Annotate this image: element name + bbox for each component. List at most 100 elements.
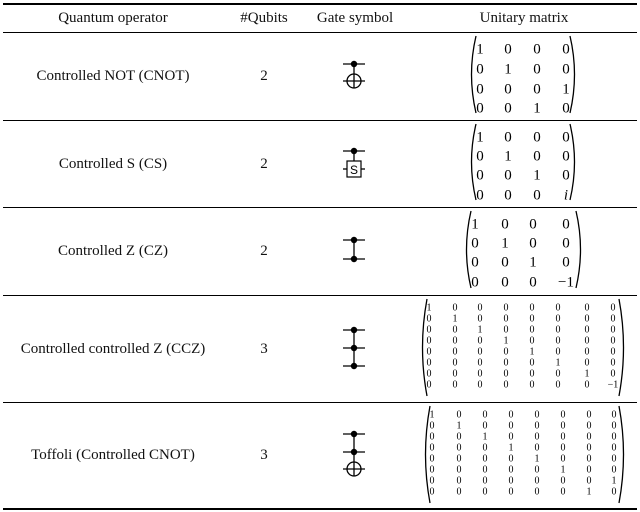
- matrix-entry: 0: [530, 325, 535, 336]
- matrix-entry: 0: [478, 314, 483, 325]
- matrix-entry: 0: [530, 314, 535, 325]
- matrix-entry: 0: [453, 358, 458, 369]
- matrix-entry: 0: [562, 61, 570, 77]
- matrix-entry: i: [564, 187, 568, 203]
- matrix-entry: 0: [587, 443, 592, 454]
- matrix-entry: 0: [535, 465, 540, 476]
- matrix-entry: 0: [535, 487, 540, 498]
- matrix-entry: 0: [478, 336, 483, 347]
- matrix-entry: 0: [476, 100, 484, 116]
- matrix-entry: 0: [430, 421, 435, 432]
- matrix-entry: 0: [587, 421, 592, 432]
- matrix-entry: 0: [430, 476, 435, 487]
- matrix-entry: 0: [587, 476, 592, 487]
- matrix-entry: 0: [483, 443, 488, 454]
- matrix-entry: 0: [430, 465, 435, 476]
- matrix-entry: 0: [476, 167, 484, 183]
- matrix-entry: 0: [533, 81, 541, 97]
- matrix-entry: 0: [478, 369, 483, 380]
- matrix-entry: 1: [483, 432, 488, 443]
- matrix-entry: 0: [556, 325, 561, 336]
- matrix-entry: 1: [427, 303, 432, 314]
- matrix-entry: 0: [529, 235, 537, 251]
- matrix-entry: 1: [504, 61, 512, 77]
- qubit-count: 3: [260, 447, 268, 463]
- matrix-entry: 0: [483, 465, 488, 476]
- matrix-entry: 0: [530, 380, 535, 391]
- matrix-entry: 0: [530, 303, 535, 314]
- matrix-entry: 0: [587, 454, 592, 465]
- matrix-entry: 0: [561, 487, 566, 498]
- matrix-entry: 0: [585, 380, 590, 391]
- matrix-entry: 0: [585, 358, 590, 369]
- matrix-entry: 0: [478, 347, 483, 358]
- toffoli-gate-icon: [343, 430, 365, 477]
- matrix-entry: 0: [535, 410, 540, 421]
- matrix-entry: 1: [561, 465, 566, 476]
- matrix-right-bracket: [618, 298, 625, 397]
- matrix-entry: 0: [509, 465, 514, 476]
- matrix-entry: 0: [611, 336, 616, 347]
- matrix-entry: 1: [501, 235, 509, 251]
- matrix-entry: 0: [562, 41, 570, 57]
- qubit-count: 2: [260, 155, 268, 172]
- matrix-entry: 0: [535, 476, 540, 487]
- header-qubits: #Qubits: [240, 9, 288, 26]
- matrix-entry: 1: [509, 443, 514, 454]
- matrix-entry: 0: [562, 254, 570, 270]
- matrix-entry: 0: [483, 410, 488, 421]
- operator-name: Controlled controlled Z (CCZ): [20, 340, 206, 357]
- operator-name: Controlled Z (CZ): [58, 243, 168, 259]
- matrix-entry: 1: [529, 254, 537, 270]
- matrix-entry: 0: [427, 347, 432, 358]
- matrix-entry: 0: [453, 380, 458, 391]
- matrix-entry: 0: [612, 432, 617, 443]
- matrix-entry: 0: [476, 187, 484, 203]
- matrix-entry: 0: [504, 41, 512, 57]
- matrix-entry: 0: [585, 325, 590, 336]
- qubit-count: 2: [260, 243, 268, 259]
- matrix-entry: 0: [611, 314, 616, 325]
- row-divider: [3, 207, 637, 208]
- matrix-entry: 0: [453, 336, 458, 347]
- qubit-count: 3: [260, 340, 268, 357]
- matrix-entry: 0: [556, 336, 561, 347]
- matrix-entry: 0: [471, 235, 479, 251]
- matrix-entry: 0: [501, 216, 509, 232]
- matrix-entry: 0: [457, 487, 462, 498]
- matrix-entry: 0: [501, 274, 509, 290]
- matrix-entry: 0: [427, 358, 432, 369]
- bottom-rule: [3, 508, 637, 510]
- matrix-entry: 0: [509, 421, 514, 432]
- matrix-entry: 1: [585, 369, 590, 380]
- operator-name: Toffoli (Controlled CNOT): [31, 447, 195, 463]
- operator-name: Controlled S (CS): [58, 155, 168, 172]
- matrix-entry: 1: [478, 325, 483, 336]
- row-divider: [3, 402, 637, 403]
- matrix-entry: 0: [476, 148, 484, 164]
- matrix-entry: 0: [509, 476, 514, 487]
- matrix-entry: 0: [585, 303, 590, 314]
- matrix-entry: 0: [504, 325, 509, 336]
- matrix-left-bracket: [465, 210, 472, 289]
- matrix-entry: 0: [535, 421, 540, 432]
- matrix-entry: 0: [561, 432, 566, 443]
- operator-name: Controlled NOT (CNOT): [36, 68, 190, 84]
- matrix-right-bracket: [575, 210, 582, 289]
- matrix-entry: 0: [530, 336, 535, 347]
- matrix-entry: 0: [585, 314, 590, 325]
- matrix-entry: 0: [561, 454, 566, 465]
- header-operator: Quantum operator: [58, 9, 168, 26]
- matrix-entry: 1: [504, 148, 512, 164]
- matrix-entry: 1: [562, 81, 570, 97]
- matrix-entry: 0: [535, 443, 540, 454]
- matrix-entry: 0: [612, 421, 617, 432]
- matrix-right-bracket: [569, 35, 576, 114]
- matrix-entry: 1: [476, 129, 484, 145]
- matrix-entry: 0: [478, 303, 483, 314]
- matrix-entry: 0: [509, 432, 514, 443]
- matrix-entry: 0: [533, 148, 541, 164]
